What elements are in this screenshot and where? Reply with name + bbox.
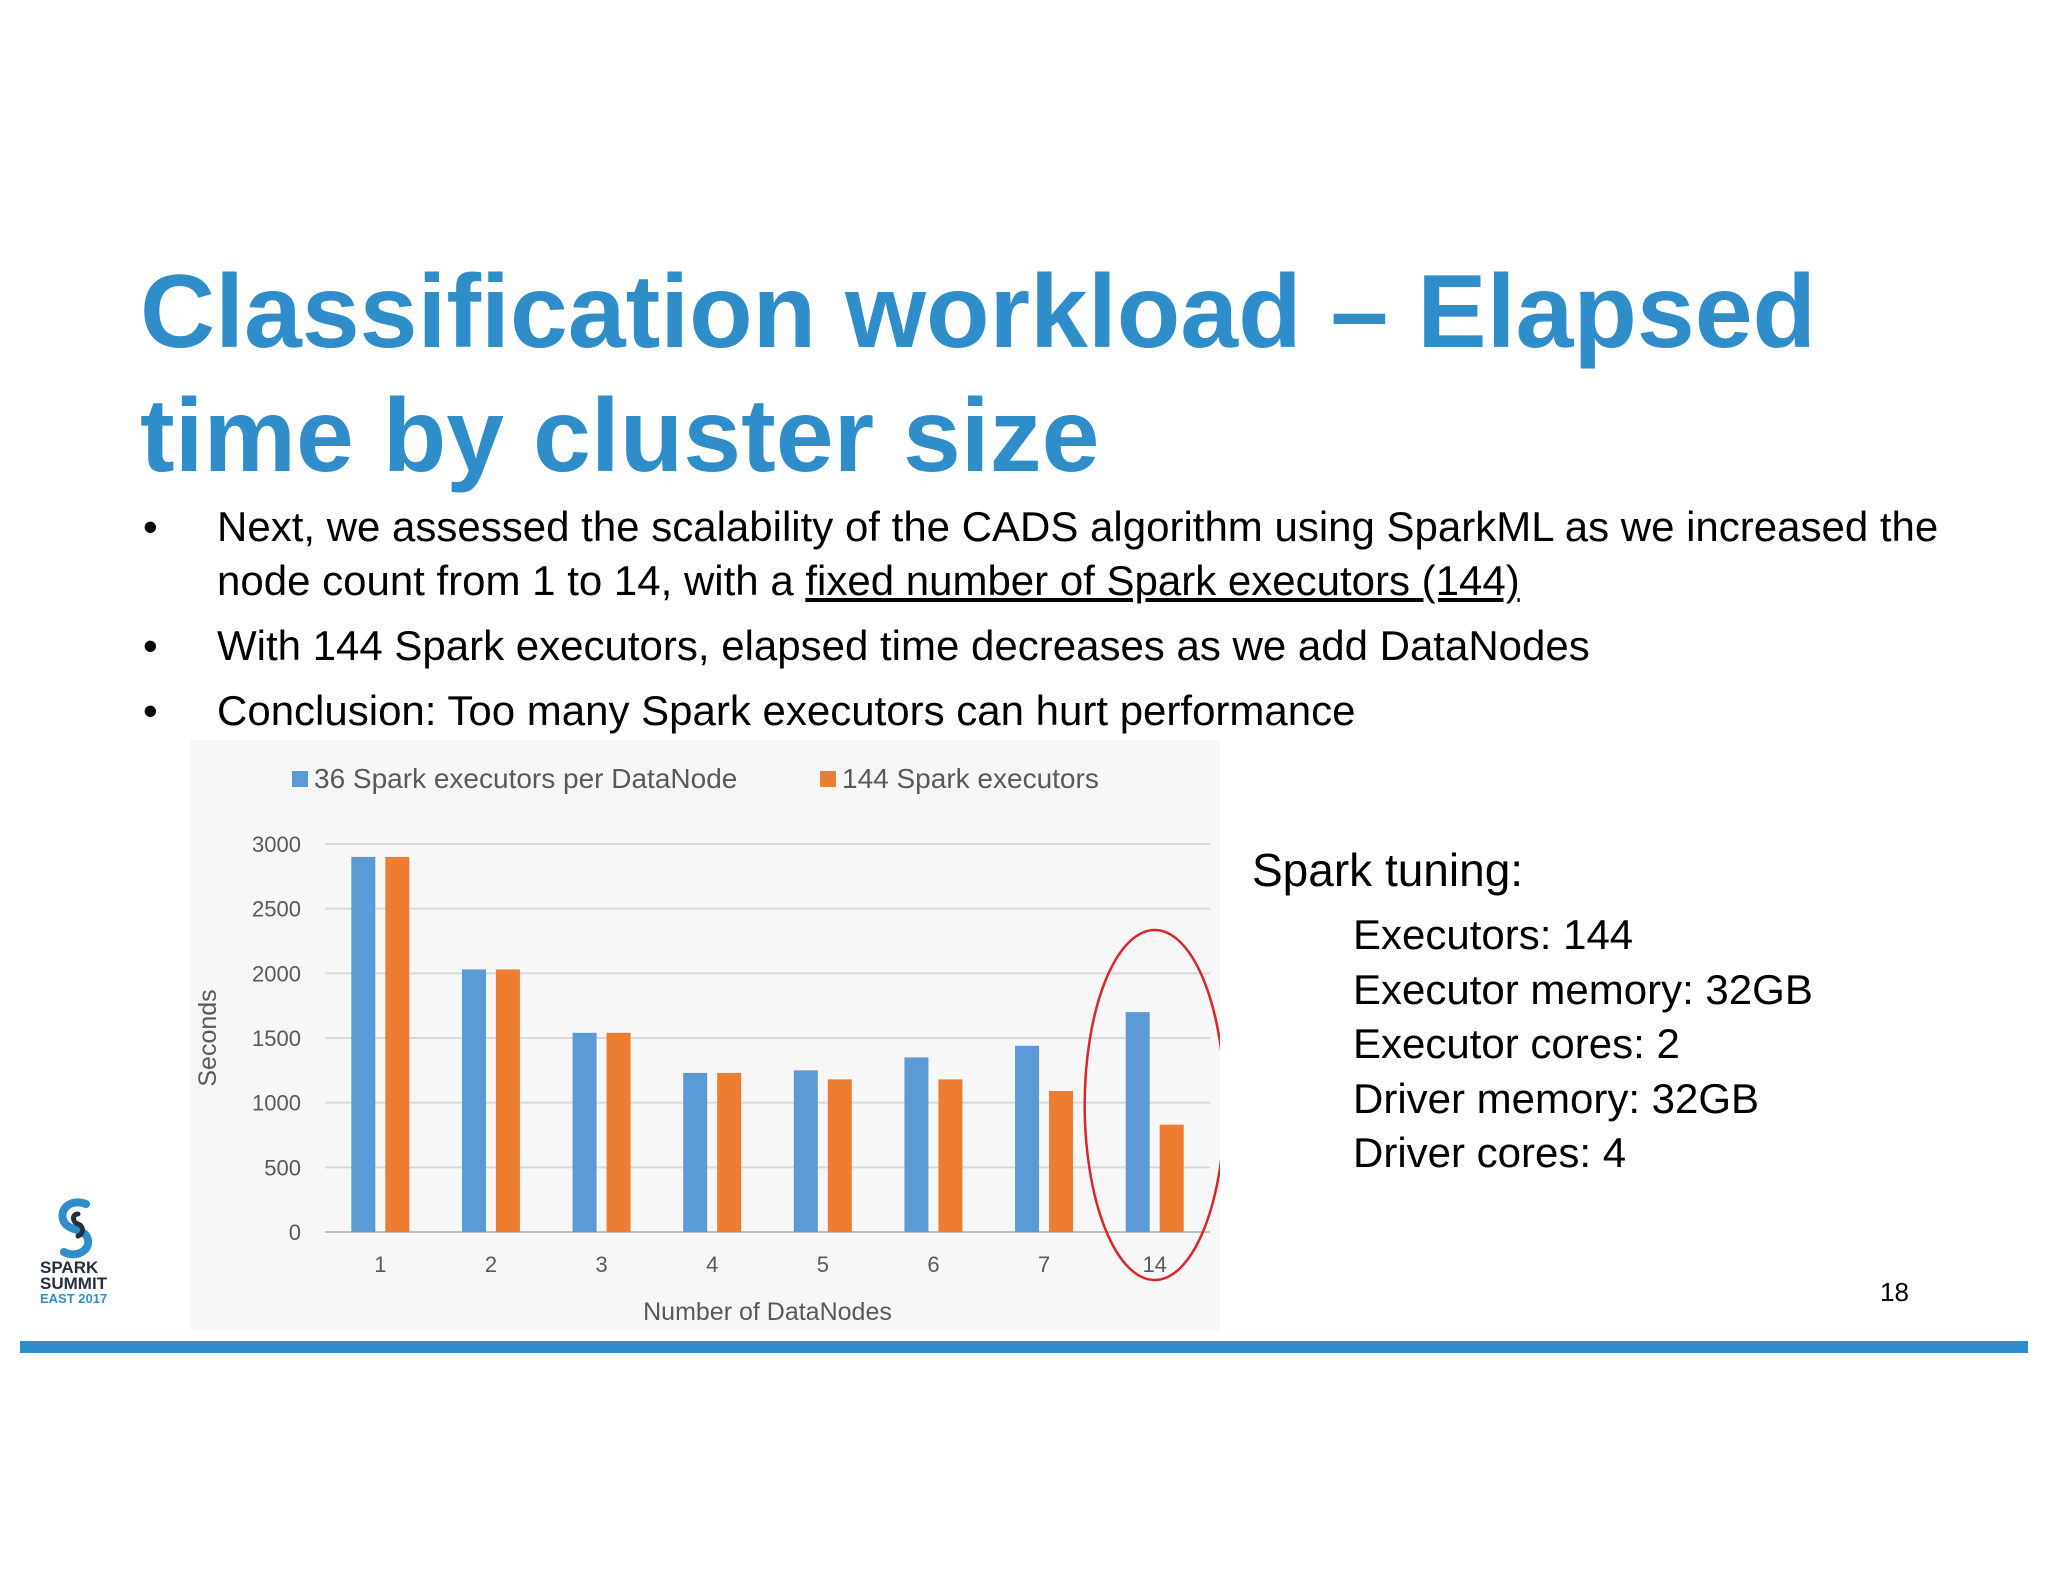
x-tick-label: 5 (817, 1252, 829, 1277)
tuning-executors: Executors: 144 (1353, 911, 1634, 958)
y-tick-label: 1000 (252, 1091, 301, 1116)
highlight-ellipse (1083, 928, 1220, 1282)
footer-rule (20, 1341, 2028, 1353)
bullet-marker: • (143, 622, 158, 669)
legend-swatch (292, 771, 308, 787)
spark-tuning-heading: Spark tuning: (1252, 844, 1524, 896)
bullet-marker: • (143, 503, 158, 550)
bar (1049, 1091, 1074, 1232)
x-tick-label: 1 (374, 1252, 386, 1277)
x-tick-label: 7 (1038, 1252, 1050, 1277)
bullet-marker: • (143, 687, 158, 734)
legend-label: 144 Spark executors (842, 763, 1099, 794)
slide-title-line-1: Classification workload – Elapsed (140, 254, 1817, 370)
tuning-executor-cores: Executor cores: 2 (1353, 1020, 1680, 1067)
y-tick-label: 2000 (252, 961, 301, 986)
y-axis-title: Seconds (194, 989, 222, 1086)
bar (683, 1072, 708, 1232)
spark-logo-icon (58, 1198, 93, 1259)
logo-line-1: SPARK (40, 1258, 99, 1277)
bullet-3-text: Conclusion: Too many Spark executors can… (217, 687, 1356, 734)
y-tick-label: 2500 (252, 897, 301, 922)
x-axis-title: Number of DataNodes (643, 1298, 892, 1326)
x-tick-label: 6 (927, 1252, 939, 1277)
bar (904, 1057, 929, 1232)
bullet-1-text: Next, we assessed the scalability of the… (217, 503, 1939, 604)
y-tick-label: 3000 (252, 832, 301, 857)
bullet-item-3: • Conclusion: Too many Spark executors c… (140, 684, 1940, 738)
bar (1125, 1012, 1150, 1232)
bar (495, 969, 520, 1232)
bar (461, 969, 486, 1232)
slide-title: Classification workload – Elapsed time b… (140, 250, 1840, 498)
bullet-2-text: With 144 Spark executors, elapsed time d… (217, 622, 1590, 669)
bar (606, 1032, 631, 1232)
y-tick-label: 0 (289, 1220, 301, 1245)
logo-line-2: SUMMIT (40, 1274, 108, 1293)
bar (385, 856, 410, 1232)
y-tick-label: 500 (264, 1155, 301, 1180)
tuning-driver-memory: Driver memory: 32GB (1353, 1074, 1760, 1122)
spark-summit-logo: SPARK SUMMIT EAST 2017 (40, 1196, 120, 1306)
bullet-list: • Next, we assessed the scalability of t… (140, 500, 1940, 749)
page-number: 18 (1880, 1277, 1909, 1307)
x-tick-label: 3 (595, 1252, 607, 1277)
x-tick-label: 2 (485, 1252, 497, 1277)
bullet-item-1: • Next, we assessed the scalability of t… (140, 500, 1940, 608)
bar (827, 1079, 852, 1232)
legend-swatch (820, 771, 836, 787)
bar-chart: 0 500 1000 1500 2000 2500 3000 1 2 3 4 5 6 7 14 Number … (194, 763, 1220, 1326)
bar (1015, 1045, 1040, 1232)
slide-title-line-2: time by cluster size (140, 378, 1100, 494)
bar (1159, 1124, 1184, 1232)
bar (351, 856, 376, 1232)
bullet-item-2: • With 144 Spark executors, elapsed time… (140, 619, 1940, 673)
bar (572, 1032, 597, 1232)
x-tick-label: 14 (1142, 1252, 1166, 1277)
logo-line-3: EAST 2017 (40, 1291, 108, 1306)
bar (938, 1079, 963, 1232)
spark-tuning-box: Spark tuning: Executors: 144 Executor me… (1252, 842, 1952, 1181)
bullet-1-underlined-text: fixed number of Spark executors (144) (805, 557, 1520, 604)
bar (793, 1070, 818, 1232)
y-tick-label: 1500 (252, 1026, 301, 1051)
spark-tuning-list: Executors: 144 Executor memory: 32GB Exe… (1252, 908, 1952, 1181)
x-tick-label: 4 (706, 1252, 718, 1277)
bar (717, 1072, 742, 1232)
legend-label: 36 Spark executors per DataNode (314, 763, 737, 794)
tuning-executor-memory: Executor memory: 32GB (1353, 965, 1813, 1013)
tuning-driver-cores: Driver cores: 4 (1353, 1129, 1627, 1176)
